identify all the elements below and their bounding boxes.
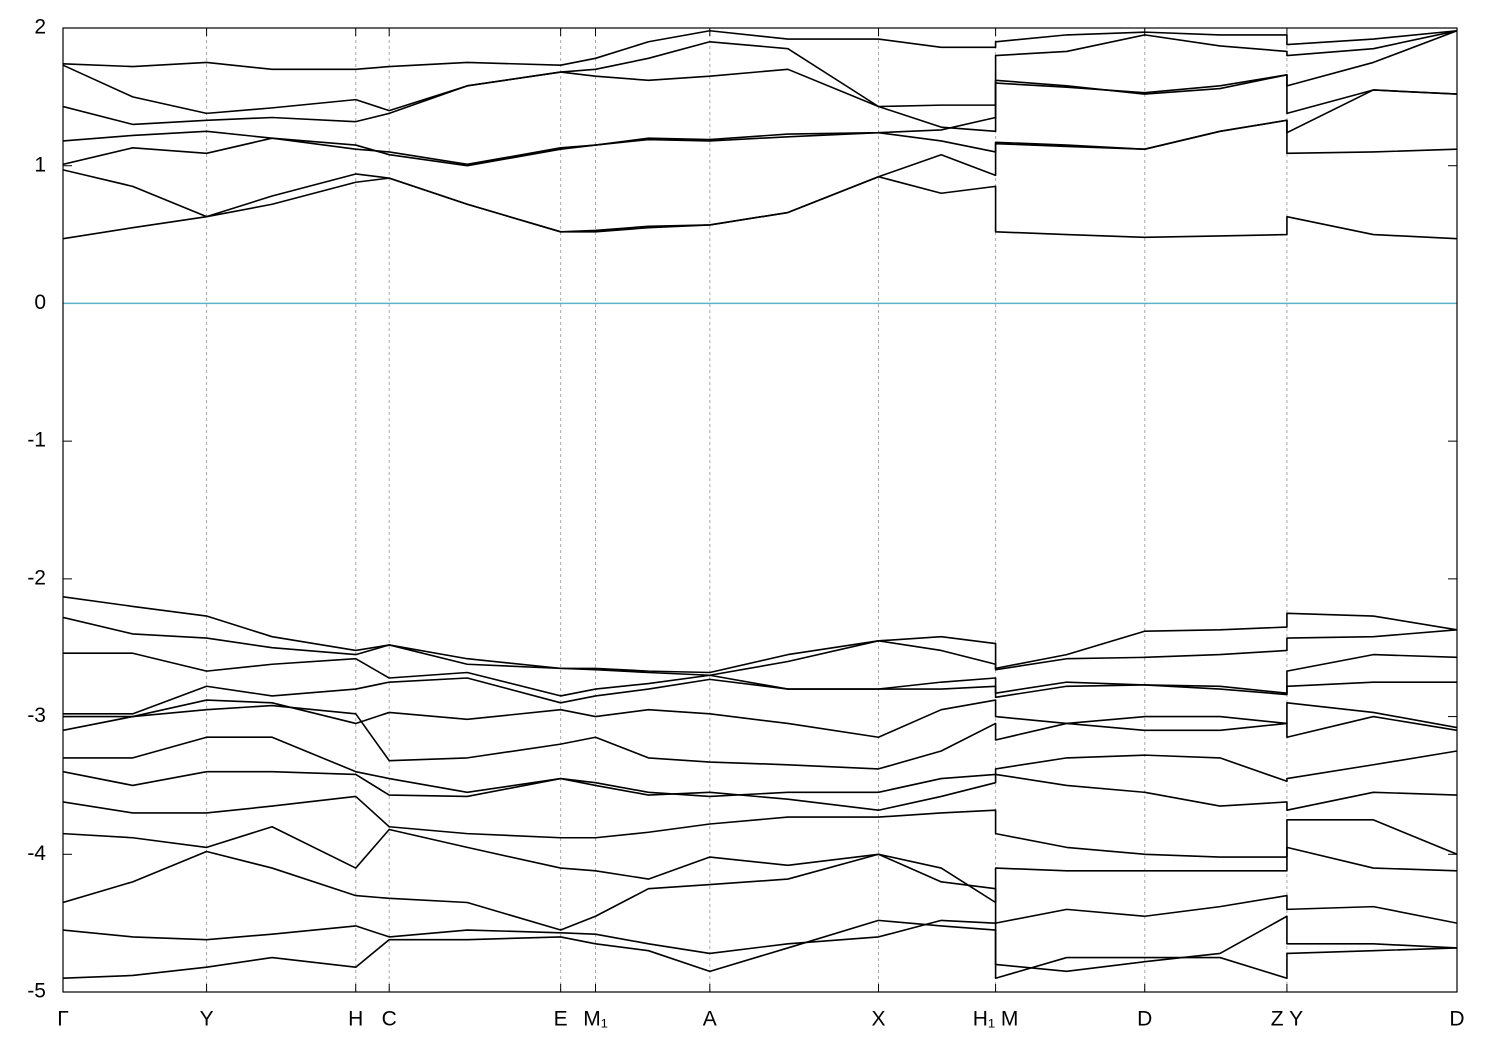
band-line	[63, 595, 1457, 674]
x-tick-label: H	[348, 1008, 363, 1031]
band-line	[63, 919, 1457, 980]
x-tick-label: H₁ M	[973, 1008, 1019, 1031]
band-line	[63, 74, 1457, 166]
x-tick-label: E	[554, 1008, 568, 1031]
band-line	[63, 825, 1457, 904]
band-line	[63, 736, 1457, 798]
y-tick-label: -3	[27, 704, 46, 727]
plot-frame	[62, 27, 1458, 993]
y-tick-label: 2	[34, 16, 46, 39]
x-tick-label: D	[1449, 1008, 1464, 1031]
band-line	[63, 699, 1457, 739]
x-tick-label: D	[1137, 1008, 1152, 1031]
y-tick-label: 1	[34, 153, 46, 176]
band-line	[63, 30, 1457, 126]
y-tick-label: -2	[27, 566, 46, 589]
x-tick-label: Γ	[57, 1008, 69, 1031]
y-tick-label: -1	[27, 429, 46, 452]
band-line	[63, 850, 1457, 931]
band-line	[63, 29, 1457, 71]
x-tick-label: Y	[200, 1008, 214, 1031]
x-tick-label: C	[382, 1008, 397, 1031]
y-tick-label: -5	[27, 980, 46, 1003]
band-line	[63, 29, 1457, 133]
band-line	[63, 616, 1457, 677]
band-line	[63, 915, 1457, 973]
band-line	[63, 89, 1457, 167]
band-line	[63, 677, 1457, 715]
bands	[63, 29, 1457, 980]
y-tick-label: -4	[27, 842, 46, 865]
band-line	[63, 770, 1457, 812]
band-line	[63, 704, 1457, 770]
x-tick-label: Z Y	[1271, 1008, 1303, 1031]
y-tick-label: 0	[34, 291, 46, 314]
x-tick-label: A	[703, 1008, 717, 1031]
band-line	[63, 795, 1457, 858]
x-tick-label: X	[871, 1008, 885, 1031]
x-tick-label: M₁	[583, 1008, 608, 1031]
